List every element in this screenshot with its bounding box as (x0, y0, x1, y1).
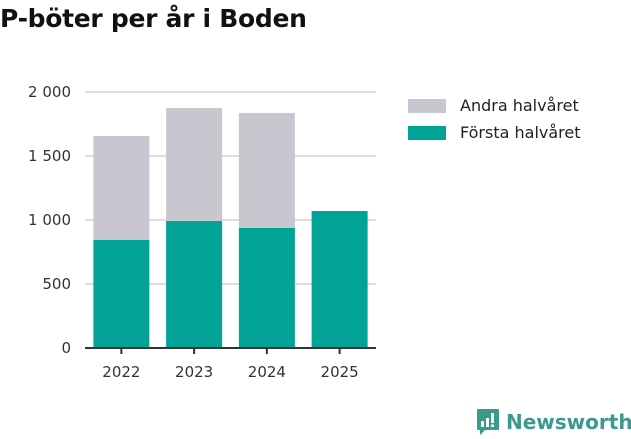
x-tick-label: 2025 (321, 363, 359, 381)
legend-item-forsta: Första halvåret (408, 119, 581, 146)
newsworthy-icon (477, 409, 499, 435)
bar-första-2024 (238, 227, 295, 348)
legend-item-andra: Andra halvåret (408, 92, 581, 119)
y-tick-label: 500 (42, 275, 71, 293)
bar-andra-2023 (166, 108, 223, 222)
bar-första-2022 (93, 239, 150, 348)
legend: Andra halvåret Första halvåret (408, 92, 581, 146)
legend-label: Första halvåret (460, 123, 581, 142)
chart-title: P-böter per år i Boden (0, 4, 307, 33)
bar-andra-2024 (238, 112, 295, 228)
bar-andra-2022 (93, 136, 150, 240)
legend-label: Andra halvåret (460, 96, 579, 115)
x-tick-label: 2022 (102, 363, 140, 381)
y-tick-label: 0 (61, 339, 71, 357)
x-tick-label: 2023 (175, 363, 213, 381)
brand-name: Newsworthy (506, 410, 631, 434)
y-tick-label: 1 000 (28, 211, 71, 229)
bar-första-2025 (311, 211, 368, 348)
bar-första-2023 (166, 221, 223, 348)
y-tick-label: 1 500 (28, 147, 71, 165)
y-tick-label: 2 000 (28, 83, 71, 101)
x-tick-label: 2024 (248, 363, 286, 381)
newsworthy-logo: Newsworthy (476, 408, 631, 436)
